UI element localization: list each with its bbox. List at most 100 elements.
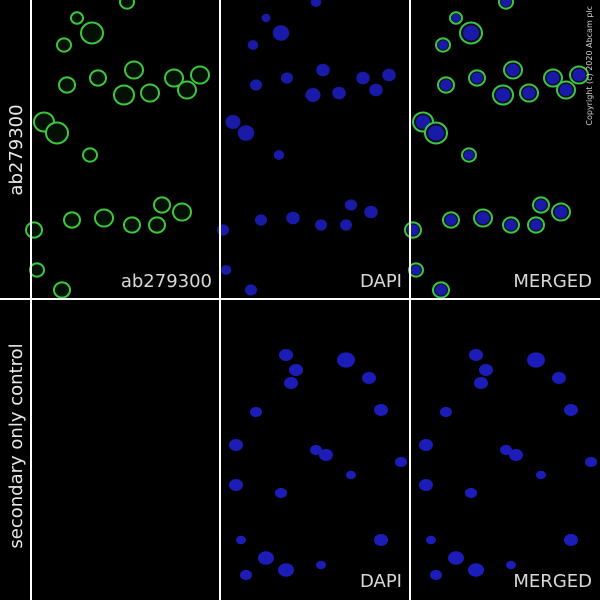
cell	[535, 199, 547, 211]
cell	[70, 11, 84, 25]
panel-label: MERGED	[513, 571, 592, 592]
cell	[395, 456, 407, 468]
cell	[245, 284, 257, 296]
cell	[430, 569, 442, 581]
cell	[164, 68, 184, 88]
cell	[435, 284, 447, 296]
cell	[119, 0, 135, 10]
cell	[240, 569, 252, 581]
cell	[407, 224, 419, 236]
row-label: ab279300	[6, 104, 27, 195]
cell	[229, 479, 243, 491]
cell	[415, 115, 431, 129]
cell	[554, 205, 568, 219]
cell	[286, 211, 300, 225]
cell	[356, 71, 370, 85]
cell	[468, 563, 484, 577]
cell	[273, 150, 285, 160]
cell	[225, 115, 241, 129]
cell	[500, 444, 512, 456]
cell-layer	[25, 0, 597, 581]
cell	[340, 219, 352, 231]
cell	[80, 21, 104, 45]
cell	[229, 439, 243, 451]
cell	[522, 86, 536, 100]
cell	[437, 40, 449, 50]
cell	[463, 25, 479, 41]
cell	[469, 349, 483, 361]
cell	[364, 205, 378, 219]
cell	[319, 449, 333, 461]
cell	[419, 479, 433, 491]
cell	[346, 470, 356, 480]
cell	[172, 202, 192, 222]
cell	[440, 79, 452, 91]
cell	[448, 551, 464, 565]
cell	[82, 147, 98, 163]
cell	[474, 377, 488, 389]
cell	[25, 221, 43, 239]
cell	[58, 76, 76, 94]
cell	[289, 364, 303, 376]
cell	[465, 487, 477, 499]
cell	[426, 535, 436, 545]
cell	[316, 560, 326, 570]
cell	[546, 71, 560, 85]
cell	[369, 83, 383, 97]
cell	[279, 349, 293, 361]
cell	[509, 449, 523, 461]
cell	[278, 563, 294, 577]
cell	[564, 404, 578, 416]
cell	[258, 551, 274, 565]
cell	[236, 535, 246, 545]
cell	[310, 444, 322, 456]
cell	[316, 63, 330, 77]
cell	[310, 0, 322, 7]
panel-label: ab279300	[121, 271, 212, 292]
cell	[527, 352, 545, 368]
cell	[471, 72, 483, 84]
cell	[89, 69, 107, 87]
cell	[345, 199, 357, 211]
cell	[140, 83, 160, 103]
cell	[237, 125, 255, 141]
cell	[250, 406, 262, 418]
cell	[559, 83, 573, 97]
cell	[53, 281, 71, 299]
cell	[585, 456, 597, 468]
cell	[479, 364, 493, 376]
cell	[220, 265, 232, 275]
cell	[29, 262, 45, 278]
cell	[495, 88, 511, 102]
cell	[536, 470, 546, 480]
row-label: secondary only control	[6, 343, 27, 548]
panel-label: DAPI	[360, 271, 402, 292]
cell	[56, 37, 72, 53]
cell	[374, 404, 388, 416]
cell	[284, 377, 298, 389]
cell	[382, 68, 396, 82]
cell	[177, 80, 197, 100]
panel-label: MERGED	[513, 271, 592, 292]
cell	[451, 13, 461, 23]
cell	[315, 219, 327, 231]
panel-label: DAPI	[360, 571, 402, 592]
cell	[476, 211, 490, 225]
cell	[250, 79, 262, 91]
cell	[362, 372, 376, 384]
cell	[255, 214, 267, 226]
cell	[463, 150, 475, 160]
cell	[374, 534, 388, 546]
cell	[419, 439, 433, 451]
cell	[572, 68, 586, 82]
cell	[564, 534, 578, 546]
cell	[153, 196, 171, 214]
cell	[63, 211, 81, 229]
cell	[410, 265, 422, 275]
cell	[440, 406, 452, 418]
cell	[217, 224, 229, 236]
cell	[332, 86, 346, 100]
cell	[281, 72, 293, 84]
cell	[505, 219, 517, 231]
cell	[124, 60, 144, 80]
